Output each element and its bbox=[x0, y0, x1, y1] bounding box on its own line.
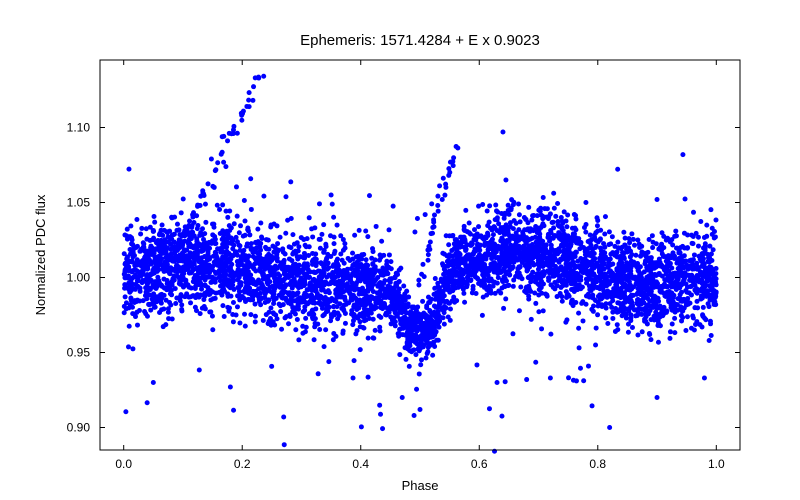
ytick-label: 0.95 bbox=[67, 346, 91, 360]
x-axis-label: Phase bbox=[402, 478, 439, 493]
xtick-label: 0.0 bbox=[115, 457, 132, 471]
xtick-label: 0.4 bbox=[352, 457, 369, 471]
phase-lightcurve-chart: 0.0 0.2 0.4 0.6 0.8 1.0 0.90 0.95 1.00 1.05 1.10 Ph… bbox=[0, 0, 800, 500]
xtick-label: 1.0 bbox=[708, 457, 725, 471]
chart-svg: 0.0 0.2 0.4 0.6 0.8 1.0 0.90 0.95 1.00 1.05 1.10 Ph… bbox=[0, 0, 800, 500]
xtick-label: 0.2 bbox=[234, 457, 251, 471]
ytick-label: 0.90 bbox=[67, 421, 91, 435]
data-points bbox=[122, 74, 719, 454]
ytick-label: 1.10 bbox=[67, 121, 91, 135]
y-axis-label: Normalized PDC flux bbox=[33, 194, 48, 315]
ytick-label: 1.00 bbox=[67, 271, 91, 285]
ytick-label: 1.05 bbox=[67, 196, 91, 210]
chart-title: Ephemeris: 1571.4284 + E x 0.9023 bbox=[300, 32, 540, 49]
xtick-label: 0.8 bbox=[589, 457, 606, 471]
xtick-label: 0.6 bbox=[471, 457, 488, 471]
